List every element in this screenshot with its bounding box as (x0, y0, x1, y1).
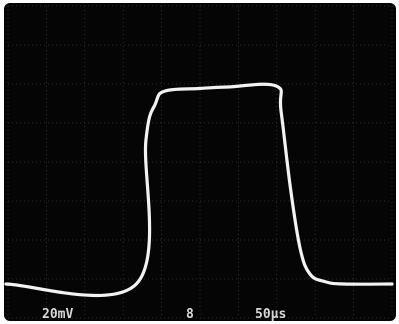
horizontal-scale-readout: 50μs (255, 307, 286, 322)
waveform-trace (4, 82, 394, 298)
vertical-scale-readout: 20mV (42, 307, 73, 322)
trigger-marker-readout: 8 (186, 307, 194, 322)
graticule (7, 5, 393, 319)
